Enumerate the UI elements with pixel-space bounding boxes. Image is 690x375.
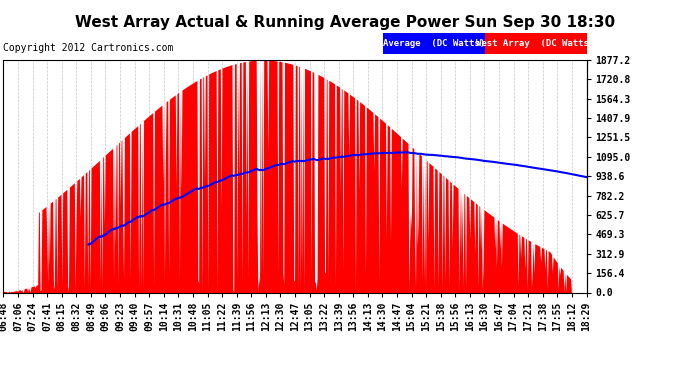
FancyBboxPatch shape <box>485 33 586 54</box>
FancyBboxPatch shape <box>383 33 485 54</box>
Text: West Array Actual & Running Average Power Sun Sep 30 18:30: West Array Actual & Running Average Powe… <box>75 15 615 30</box>
Text: Copyright 2012 Cartronics.com: Copyright 2012 Cartronics.com <box>3 43 174 53</box>
Text: West Array  (DC Watts): West Array (DC Watts) <box>477 39 595 48</box>
Text: Average  (DC Watts): Average (DC Watts) <box>383 39 485 48</box>
